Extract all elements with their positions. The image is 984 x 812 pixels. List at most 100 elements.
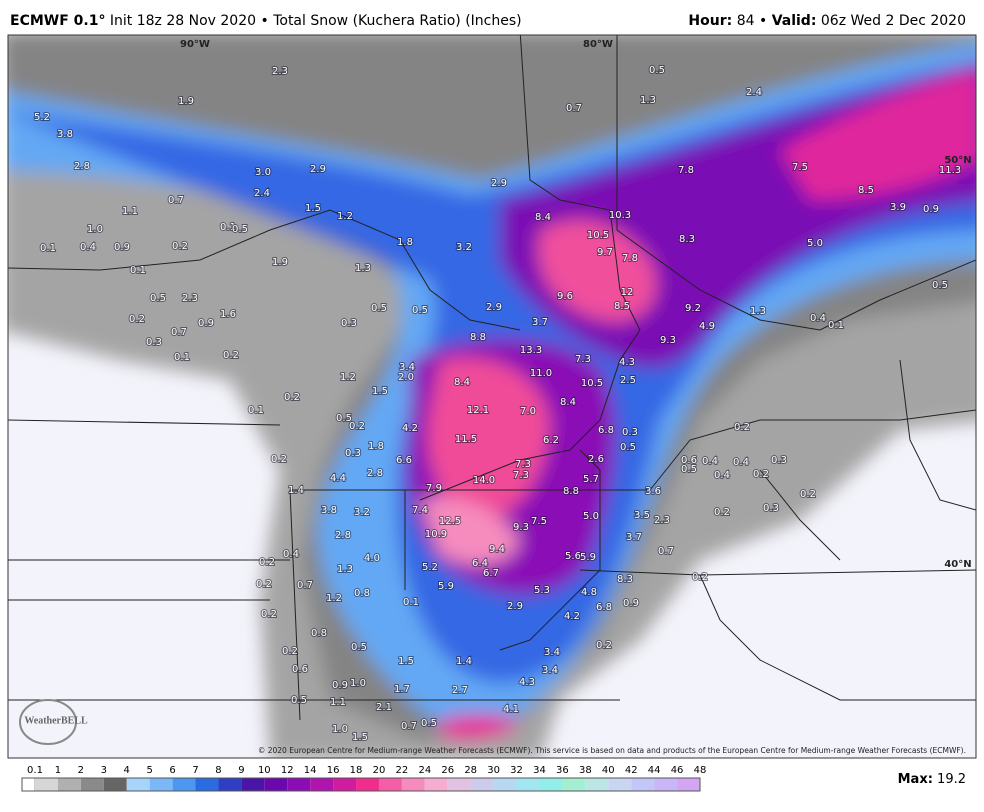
snow-amount: 4.3 — [519, 677, 535, 688]
snow-field — [8, 35, 976, 758]
snow-amount: 0.7 — [168, 195, 184, 206]
colorbar-tick-label: 5 — [146, 765, 152, 776]
snow-amount: 12.5 — [439, 516, 461, 527]
snow-amount: 5.0 — [583, 511, 599, 522]
snow-amount: 0.5 — [336, 413, 352, 424]
snow-amount: 1.9 — [178, 96, 194, 107]
colorbar-swatch — [287, 778, 311, 791]
colorbar-swatch — [333, 778, 357, 791]
snow-amount: 0.5 — [371, 303, 387, 314]
snow-amount: 2.6 — [588, 454, 604, 465]
colorbar-swatch — [103, 778, 127, 791]
colorbar-tick-label: 14 — [304, 765, 317, 776]
snow-amount: 1.0 — [350, 678, 366, 689]
colorbar-tick-label: 10 — [258, 765, 271, 776]
hour-label: Hour: — [688, 13, 732, 29]
snow-amount: 2.8 — [367, 468, 383, 479]
colorbar-tick-label: 3 — [101, 765, 107, 776]
snow-amount: 3.8 — [321, 505, 337, 516]
snow-amount: 10.5 — [581, 378, 603, 389]
snow-amount: 6.2 — [543, 435, 559, 446]
snow-amount: 0.3 — [341, 318, 357, 329]
colorbar-tick-label: 32 — [510, 765, 523, 776]
snow-amount: 7.9 — [426, 483, 442, 494]
snow-amount: 1.9 — [272, 257, 288, 268]
colorbar-swatch — [310, 778, 334, 791]
snow-amount: 0.2 — [753, 469, 769, 480]
pink-area — [780, 70, 976, 200]
colorbar-swatch — [424, 778, 448, 791]
colorbar-tick-label: 1 — [55, 765, 61, 776]
snow-amount: 2.9 — [491, 178, 507, 189]
header-right: Hour: 84 • Valid: 06z Wed 2 Dec 2020 — [688, 13, 966, 29]
lat-label: 50°N — [944, 155, 971, 166]
colorbar-tick-label: 18 — [350, 765, 363, 776]
colorbar-swatch — [172, 778, 196, 791]
logo: WeatherBELL — [24, 715, 88, 726]
colorbar-tick-label: 8 — [215, 765, 221, 776]
snow-amount: 3.4 — [542, 665, 558, 676]
colorbar-tick-label: 0.1 — [27, 765, 43, 776]
pink-area — [427, 357, 550, 520]
colorbar-tick-label: 28 — [464, 765, 477, 776]
snow-amount: 8.3 — [679, 234, 695, 245]
colorbar-tick-label: 38 — [579, 765, 592, 776]
separator: • — [260, 13, 268, 29]
valid-label: Valid: — [772, 13, 817, 29]
snow-amount: 0.6 — [681, 455, 697, 466]
snow-amount: 1.8 — [397, 237, 413, 248]
snow-amount: 1.6 — [220, 309, 236, 320]
colorbar-swatch — [585, 778, 609, 791]
snow-amount: 1.0 — [87, 224, 103, 235]
snow-amount: 2.7 — [452, 685, 468, 696]
snow-amount: 5.9 — [438, 581, 454, 592]
snow-amount: 0.4 — [733, 457, 749, 468]
snow-amount: 1.4 — [456, 656, 472, 667]
colorbar-tick-label: 26 — [441, 765, 454, 776]
snow-amount: 7.4 — [412, 505, 428, 516]
snow-amount: 1.7 — [394, 684, 410, 695]
snow-amount: 3.8 — [57, 129, 73, 140]
colorbar-swatch — [80, 778, 104, 791]
snow-amount: 0.2 — [223, 350, 239, 361]
max: Max: 19.2 — [898, 772, 966, 787]
snow-amount: 3.4 — [399, 362, 415, 373]
snow-amount: 13.3 — [520, 345, 542, 356]
snow-amount: 4.3 — [619, 357, 635, 368]
snow-amount: 6.8 — [596, 602, 612, 613]
graticule: 90°W 80°W 50°N 40°N — [180, 39, 972, 570]
colorbar-swatch — [35, 778, 58, 791]
logo-ring — [19, 699, 77, 745]
border — [616, 35, 976, 331]
snow-amount: 3.9 — [890, 202, 906, 213]
colorbar-swatch — [447, 778, 471, 791]
snow-amount: 4.2 — [564, 611, 580, 622]
colorbar-swatch — [562, 778, 586, 791]
hour: 84 — [737, 13, 755, 29]
snow-amount: 2.1 — [376, 702, 392, 713]
snow-amount: 1.3 — [337, 564, 353, 575]
snow-amount: 3.6 — [645, 486, 661, 497]
snow-amount: 4.9 — [699, 321, 715, 332]
pink-area — [440, 714, 520, 741]
snow-amount: 0.2 — [271, 454, 287, 465]
snow-amount: 1.2 — [337, 211, 353, 222]
snow-amount: 0.5 — [150, 293, 166, 304]
colorbar-swatch — [654, 778, 678, 791]
snow-amount: 8.3 — [617, 574, 633, 585]
colorbar-frame — [21, 777, 701, 792]
snow-amount: 0.2 — [714, 507, 730, 518]
snow-amount: 0.9 — [923, 204, 939, 215]
snow-amount: 7.0 — [520, 406, 536, 417]
colorbar-swatch — [677, 778, 700, 791]
snow-amount: 12 — [621, 287, 634, 298]
snow-amount: 0.5 — [351, 642, 367, 653]
snow-amount: 2.9 — [507, 601, 523, 612]
snow-amount: 0.4 — [702, 456, 718, 467]
snow-amount: 5.9 — [580, 552, 596, 563]
snow-amount: 5.2 — [422, 562, 438, 573]
snow-amount: 1.5 — [398, 656, 414, 667]
snow-amount: 0.7 — [297, 580, 313, 591]
map-labels: 5.21.93.82.83.0 2.91.10.72.40.10.51.51.20… — [33, 64, 962, 744]
